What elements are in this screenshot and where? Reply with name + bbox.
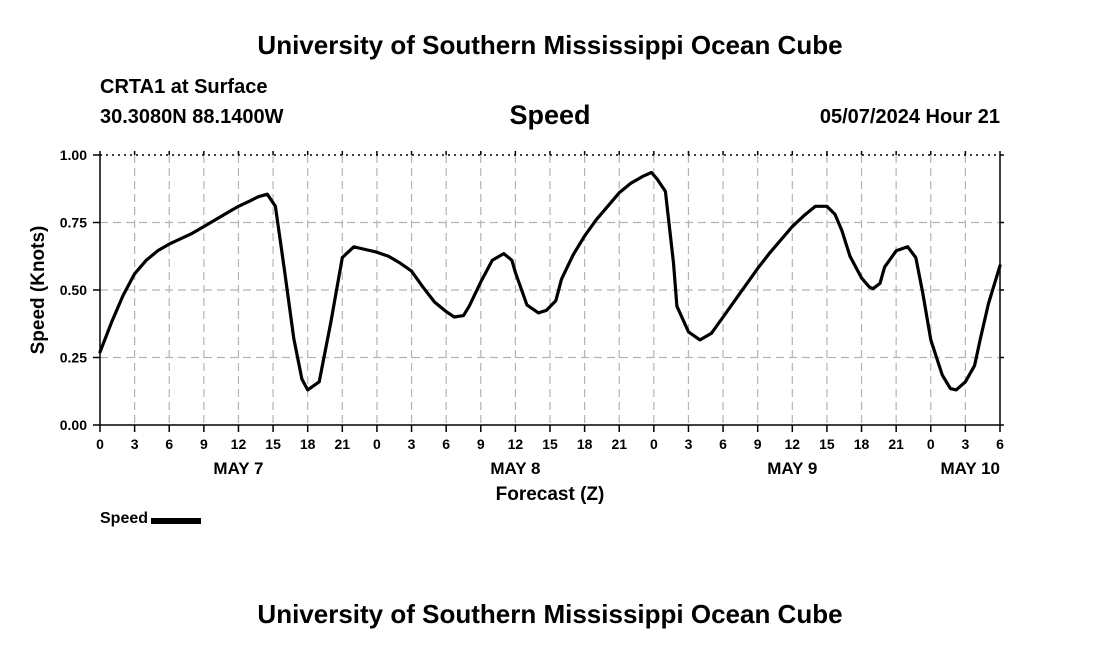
x-tick-label: 9 (200, 436, 208, 452)
y-axis-title: Speed (Knots) (28, 226, 49, 355)
x-tick-label: 18 (854, 436, 870, 452)
y-tick-label: 0.25 (60, 350, 87, 366)
tick-labels: 0 3 6 9 12 15 18 21 0 3 6 9 12 15 18 21 0 3 6 9 12 15 18 21 0 3 6 0… (60, 147, 1004, 478)
y-tick-label: 0.00 (60, 417, 87, 433)
chart-main-title: University of Southern Mississippi Ocean… (257, 30, 843, 60)
series-line-speed (98, 170, 1002, 392)
grid-lines (100, 154, 1000, 425)
x-tick-label: 15 (542, 436, 558, 452)
x-tick-label: 0 (96, 436, 104, 452)
x-tick-label: 18 (577, 436, 593, 452)
x-tick-label: 0 (373, 436, 381, 452)
x-tick-label: 15 (819, 436, 835, 452)
x-axis-title: Forecast (Z) (496, 484, 605, 505)
x-tick-label: 9 (754, 436, 762, 452)
x-tick-label: 21 (611, 436, 627, 452)
x-tick-label: 3 (961, 436, 969, 452)
x-tick-label: 9 (477, 436, 485, 452)
date-label: MAY 9 (767, 459, 817, 478)
y-tick-label: 0.50 (60, 282, 87, 298)
y-tick-label: 1.00 (60, 147, 87, 163)
x-tick-label: 0 (927, 436, 935, 452)
station-name: CRTA1 at Surface (100, 76, 268, 98)
x-tick-label: 12 (231, 436, 247, 452)
date-label: MAY 8 (490, 459, 540, 478)
x-tick-label: 0 (650, 436, 658, 452)
forecast-datetime: 05/07/2024 Hour 21 (819, 106, 1000, 128)
x-tick-label: 3 (408, 436, 416, 452)
x-tick-label: 6 (719, 436, 727, 452)
axes (93, 151, 1004, 432)
x-tick-label: 6 (996, 436, 1004, 452)
x-tick-label: 3 (685, 436, 693, 452)
date-label: MAY 10 (940, 459, 1000, 478)
x-tick-label: 21 (335, 436, 351, 452)
x-tick-label: 6 (165, 436, 173, 452)
x-tick-label: 12 (785, 436, 801, 452)
variable-title: Speed (509, 100, 591, 130)
station-coordinates: 30.3080N 88.1400W (100, 106, 284, 128)
legend-swatch (151, 517, 202, 524)
x-tick-label: 15 (265, 436, 281, 452)
x-tick-label: 6 (442, 436, 450, 452)
footer-title: University of Southern Mississippi Ocean… (257, 599, 843, 629)
legend-label: Speed (100, 510, 149, 527)
y-tick-label: 0.75 (60, 215, 87, 231)
x-tick-label: 21 (888, 436, 904, 452)
series-layer (98, 170, 1002, 392)
x-tick-label: 18 (300, 436, 316, 452)
legend: Speed (100, 510, 202, 528)
date-label: MAY 7 (213, 459, 263, 478)
x-tick-label: 12 (508, 436, 524, 452)
x-tick-label: 3 (131, 436, 139, 452)
